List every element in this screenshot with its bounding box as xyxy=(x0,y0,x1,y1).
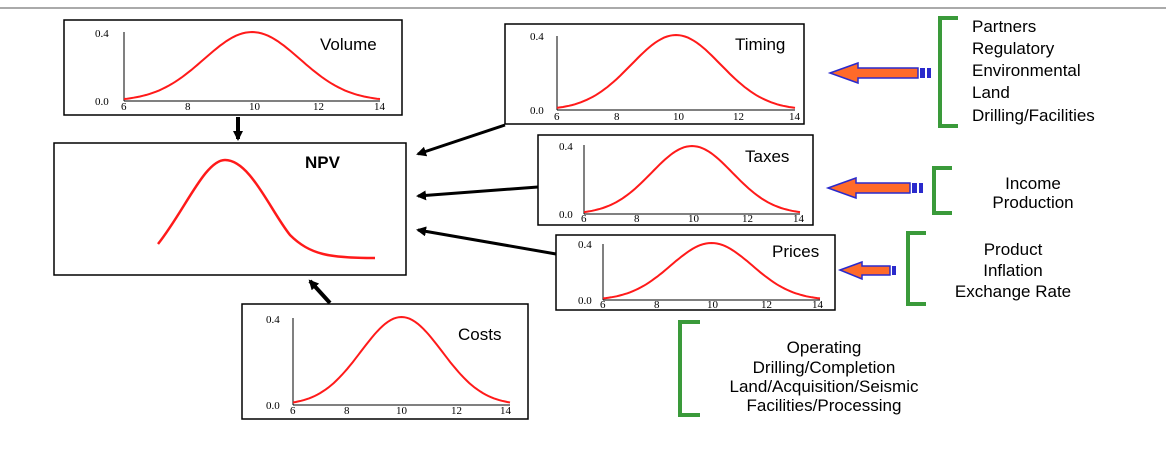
taxes-label: Taxes xyxy=(745,147,789,166)
volume-x-tick-10: 10 xyxy=(249,101,261,113)
costs-curve xyxy=(292,315,511,404)
timing-factor-3: Land xyxy=(972,83,1010,102)
plot-taxes: 0.4 0.0 6 8 10 12 14 Taxes xyxy=(537,134,814,226)
price-factor-0: Product xyxy=(984,240,1043,259)
volume-y-bottom: 0.0 xyxy=(95,96,109,108)
timing-y-top: 0.4 xyxy=(530,31,544,43)
orange-arrow-taxes xyxy=(825,176,923,200)
arrow-prices-to-npv xyxy=(416,226,557,256)
timing-x-tick-12: 12 xyxy=(733,111,744,123)
bracket-price-factors: Product Inflation Exchange Rate xyxy=(906,231,1071,306)
timing-x-tick-8: 8 xyxy=(614,111,620,123)
costs-x-tick-10: 10 xyxy=(396,405,408,417)
timing-factor-0: Partners xyxy=(972,17,1036,36)
costs-label: Costs xyxy=(458,325,501,344)
volume-x-tick-14: 14 xyxy=(374,101,386,113)
timing-factor-4: Drilling/Facilities xyxy=(972,106,1095,125)
volume-curve xyxy=(123,30,381,100)
costs-x-tick-14: 14 xyxy=(500,405,512,417)
arrow-costs-to-npv xyxy=(308,279,332,305)
bracket-tax-factors: Income Production xyxy=(932,166,1074,215)
prices-y-top: 0.4 xyxy=(578,239,592,251)
arrow-taxes-to-npv xyxy=(416,185,539,201)
volume-x-tick-8: 8 xyxy=(185,101,191,113)
timing-x-tick-14: 14 xyxy=(789,111,801,123)
tax-factor-1: Production xyxy=(992,193,1073,212)
costs-y-bottom: 0.0 xyxy=(266,400,280,412)
cost-factor-1: Drilling/Completion xyxy=(753,358,896,377)
taxes-x-tick-12: 12 xyxy=(742,213,753,225)
arrow-timing-to-npv xyxy=(416,123,506,157)
price-factor-2: Exchange Rate xyxy=(955,282,1071,301)
bracket-timing-factors: Partners Regulatory Environmental Land D… xyxy=(938,16,1095,128)
plot-prices: 0.4 0.0 6 8 10 12 14 Prices xyxy=(555,234,836,311)
tax-factor-0: Income xyxy=(1005,174,1061,193)
npv-curve xyxy=(157,158,376,260)
prices-curve xyxy=(602,241,821,300)
taxes-x-tick-8: 8 xyxy=(634,213,640,225)
prices-x-tick-14: 14 xyxy=(812,299,824,311)
plot-volume: 0.4 0.0 6 8 10 12 14 Volume xyxy=(63,19,403,116)
cost-factor-3: Facilities/Processing xyxy=(747,396,902,415)
prices-x-tick-6: 6 xyxy=(600,299,606,311)
npv-box: NPV xyxy=(53,142,407,276)
plot-timing: 0.4 0.0 6 8 10 12 14 Timing xyxy=(504,23,805,125)
prices-y-bottom: 0.0 xyxy=(578,295,592,307)
cost-factor-0: Operating xyxy=(787,338,862,357)
volume-x-tick-6: 6 xyxy=(121,101,127,113)
volume-label: Volume xyxy=(320,35,377,54)
prices-label: Prices xyxy=(772,242,819,261)
costs-y-top: 0.4 xyxy=(266,314,280,326)
prices-x-tick-12: 12 xyxy=(761,299,772,311)
orange-arrow-timing xyxy=(827,61,931,85)
npv-label: NPV xyxy=(305,153,341,172)
plot-costs: 0.4 0.0 6 8 10 12 14 Costs xyxy=(241,303,529,420)
costs-x-tick-8: 8 xyxy=(344,405,350,417)
taxes-y-bottom: 0.0 xyxy=(559,209,573,221)
timing-label: Timing xyxy=(735,35,785,54)
taxes-x-tick-6: 6 xyxy=(581,213,587,225)
volume-y-top: 0.4 xyxy=(95,28,109,40)
prices-x-tick-8: 8 xyxy=(654,299,660,311)
taxes-y-top: 0.4 xyxy=(559,141,573,153)
taxes-curve xyxy=(583,144,801,214)
costs-x-tick-6: 6 xyxy=(290,405,296,417)
timing-curve xyxy=(556,33,796,109)
timing-factor-1: Regulatory xyxy=(972,39,1055,58)
taxes-x-tick-14: 14 xyxy=(793,213,805,225)
bracket-cost-factors: Operating Drilling/Completion Land/Acqui… xyxy=(678,320,919,417)
timing-x-tick-10: 10 xyxy=(673,111,685,123)
prices-x-tick-10: 10 xyxy=(707,299,719,311)
price-factor-1: Inflation xyxy=(983,261,1043,280)
costs-x-tick-12: 12 xyxy=(451,405,462,417)
orange-arrow-prices xyxy=(837,260,896,281)
volume-x-tick-12: 12 xyxy=(313,101,324,113)
timing-x-tick-6: 6 xyxy=(554,111,560,123)
taxes-x-tick-10: 10 xyxy=(688,213,700,225)
cost-factor-2: Land/Acquisition/Seismic xyxy=(730,377,919,396)
timing-factor-2: Environmental xyxy=(972,61,1081,80)
timing-y-bottom: 0.0 xyxy=(530,105,544,117)
